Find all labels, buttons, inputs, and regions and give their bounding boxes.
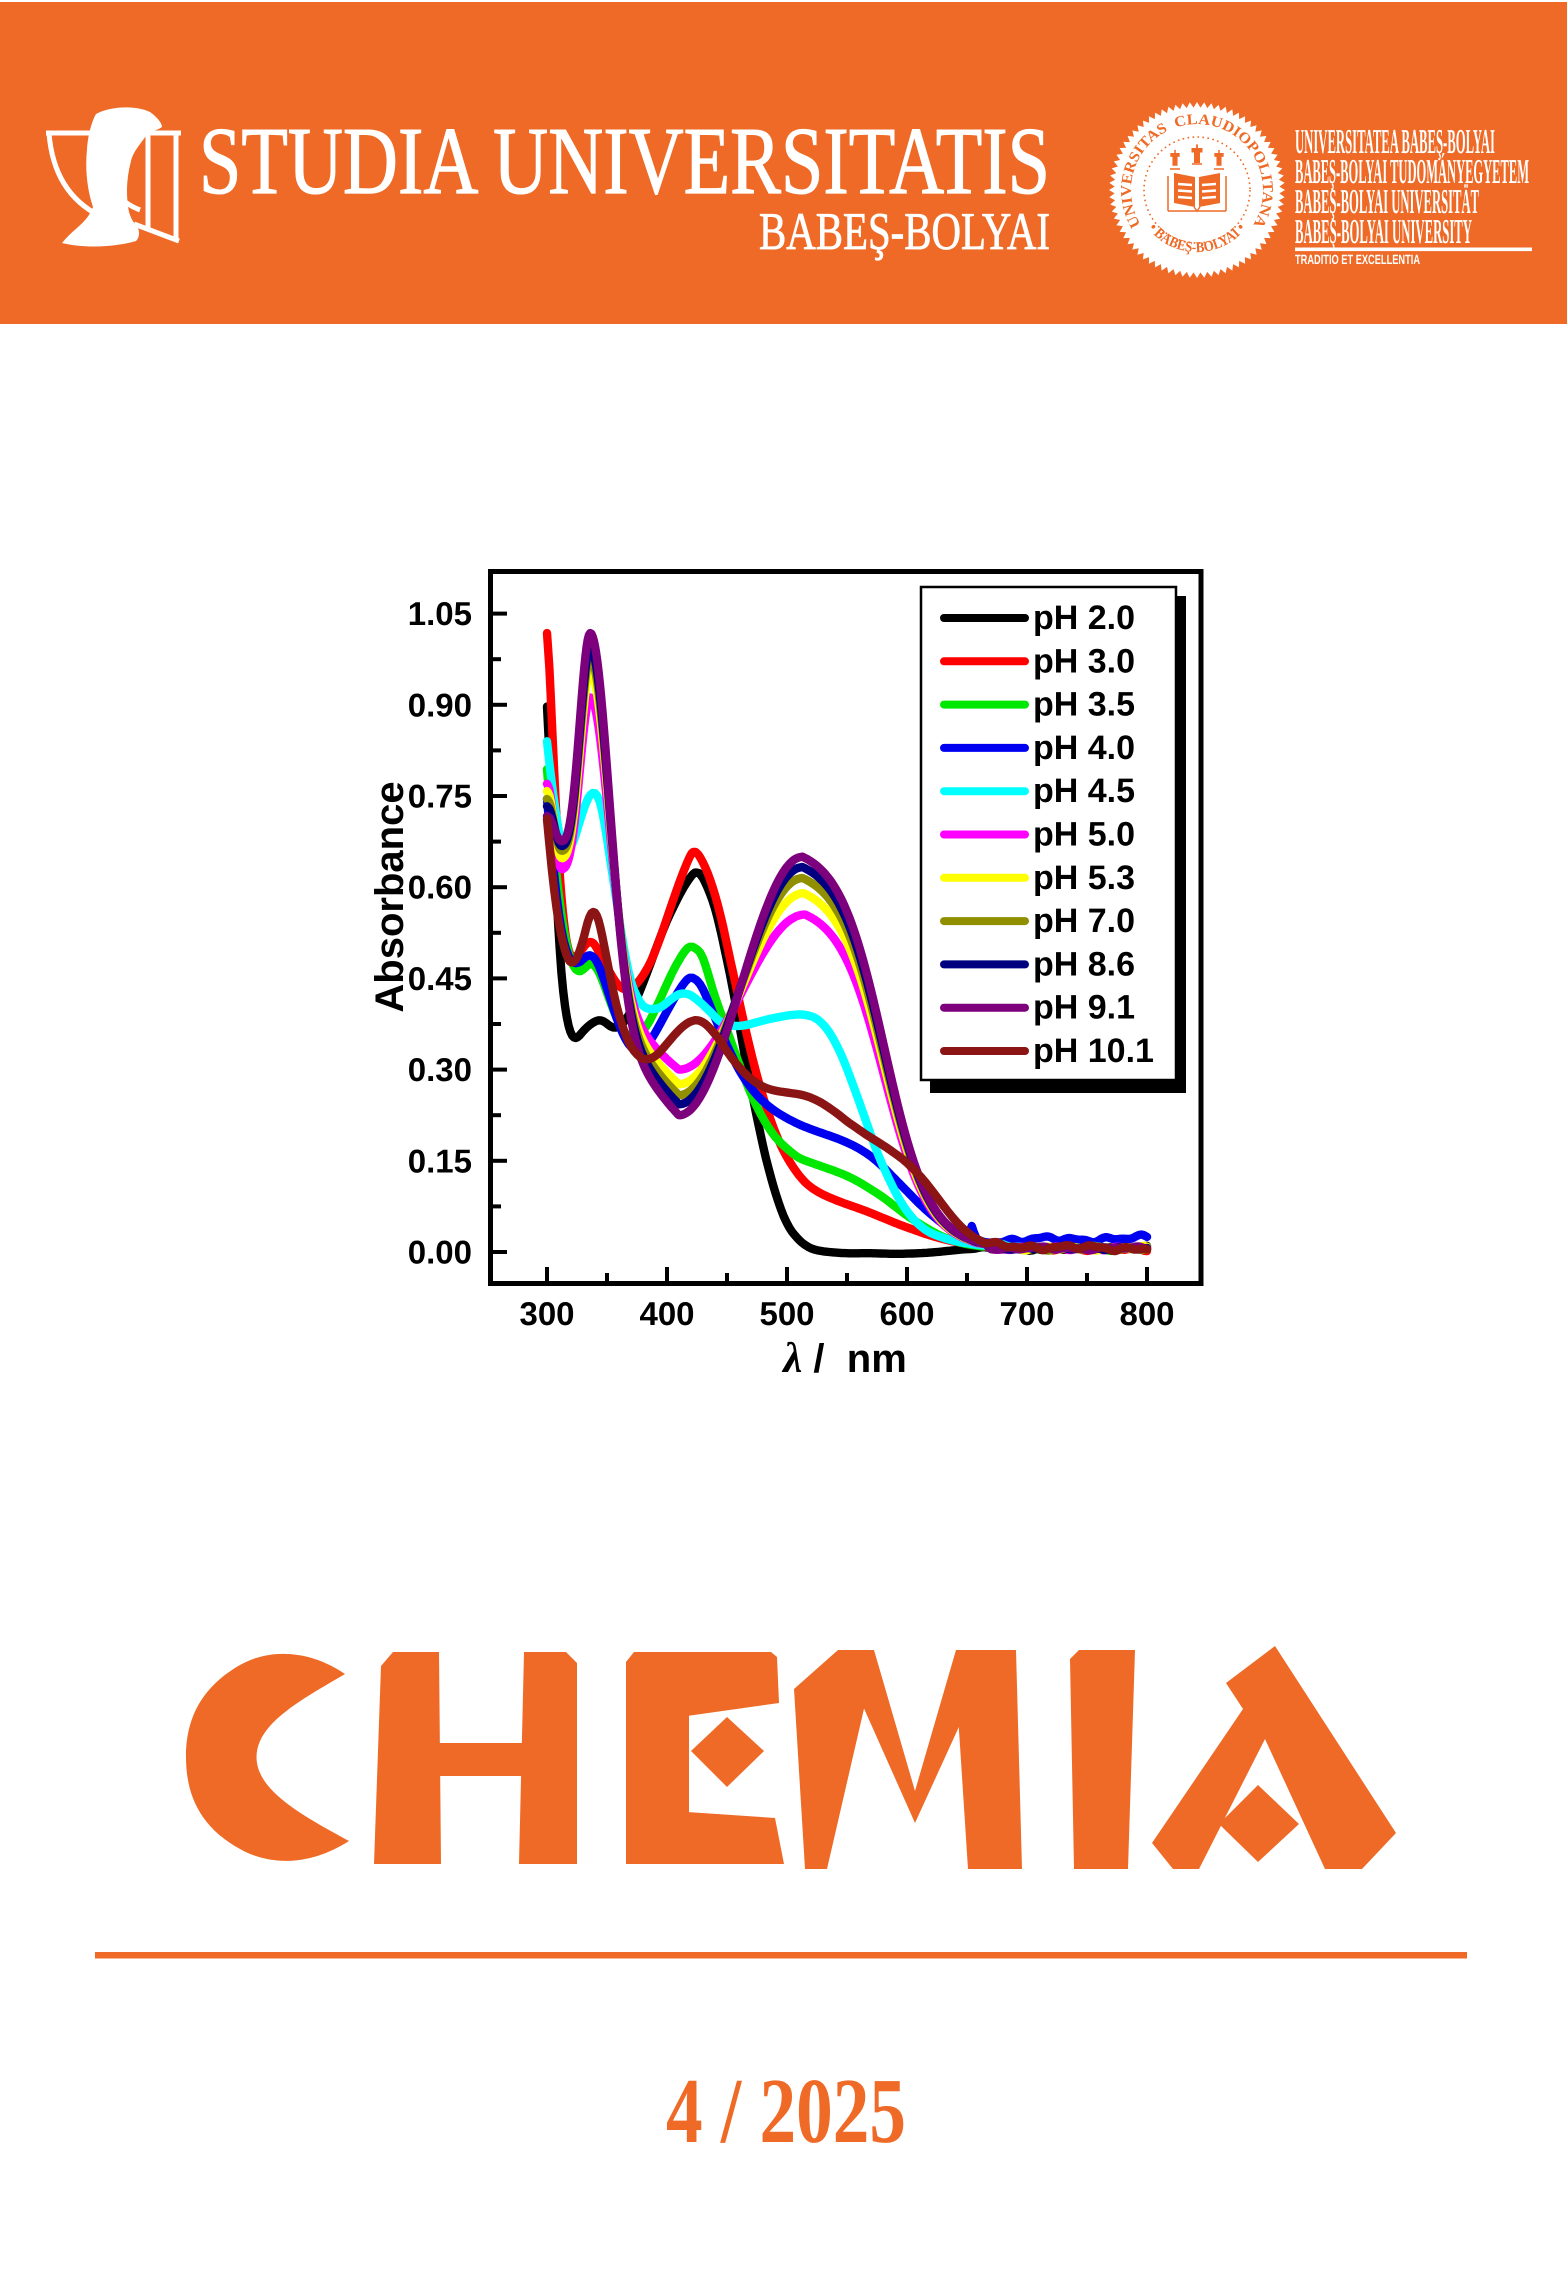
svg-text:Absorbance: Absorbance bbox=[368, 781, 412, 1012]
svg-text:BABEŞ-BOLYAI: BABEŞ-BOLYAI bbox=[759, 203, 1050, 261]
svg-text:0.75: 0.75 bbox=[408, 778, 472, 815]
svg-text:pH 5.3: pH 5.3 bbox=[1033, 859, 1135, 897]
svg-text:pH 10.1: pH 10.1 bbox=[1033, 1032, 1154, 1070]
svg-text:UNIVERSITATEA BABEŞ-BOLYAI: UNIVERSITATEA BABEŞ-BOLYAI bbox=[1295, 122, 1495, 161]
svg-text:800: 800 bbox=[1119, 1295, 1174, 1332]
svg-text:BABEŞ-BOLYAI TUDOMÁNYEGYETEM: BABEŞ-BOLYAI TUDOMÁNYEGYETEM bbox=[1295, 152, 1529, 191]
svg-text:pH 5.0: pH 5.0 bbox=[1033, 816, 1135, 854]
svg-text:λ / nm: λ / nm bbox=[781, 1335, 907, 1382]
svg-text:1.05: 1.05 bbox=[408, 595, 472, 632]
svg-text:4 / 2025: 4 / 2025 bbox=[666, 2060, 906, 2163]
svg-text:pH 8.6: pH 8.6 bbox=[1033, 945, 1135, 983]
svg-text:BABEŞ-BOLYAI UNIVERSITY: BABEŞ-BOLYAI UNIVERSITY bbox=[1295, 212, 1472, 251]
svg-text:pH 4.5: pH 4.5 bbox=[1033, 772, 1135, 810]
svg-text:pH 7.0: pH 7.0 bbox=[1033, 902, 1135, 940]
svg-text:600: 600 bbox=[879, 1295, 934, 1332]
svg-text:BABEŞ-BOLYAI UNIVERSITÄT: BABEŞ-BOLYAI UNIVERSITÄT bbox=[1295, 182, 1479, 221]
svg-text:700: 700 bbox=[999, 1295, 1054, 1332]
svg-text:0.30: 0.30 bbox=[408, 1051, 472, 1088]
svg-text:0.45: 0.45 bbox=[408, 960, 472, 997]
svg-text:STUDIA UNIVERSITATIS: STUDIA UNIVERSITATIS bbox=[199, 107, 1050, 214]
svg-text:pH 4.0: pH 4.0 bbox=[1033, 729, 1135, 767]
svg-text:400: 400 bbox=[639, 1295, 694, 1332]
svg-text:500: 500 bbox=[759, 1295, 814, 1332]
svg-text:0.90: 0.90 bbox=[408, 686, 472, 723]
svg-text:0.15: 0.15 bbox=[408, 1142, 472, 1179]
svg-text:0.00: 0.00 bbox=[408, 1234, 472, 1271]
svg-text:pH 9.1: pH 9.1 bbox=[1033, 989, 1135, 1027]
svg-text:pH 3.0: pH 3.0 bbox=[1033, 642, 1135, 680]
svg-text:TRADITIO ET EXCELLENTIA: TRADITIO ET EXCELLENTIA bbox=[1295, 252, 1420, 267]
svg-text:pH 2.0: pH 2.0 bbox=[1033, 599, 1135, 637]
svg-text:0.60: 0.60 bbox=[408, 869, 472, 906]
svg-text:300: 300 bbox=[519, 1295, 574, 1332]
svg-text:pH 3.5: pH 3.5 bbox=[1033, 686, 1135, 724]
